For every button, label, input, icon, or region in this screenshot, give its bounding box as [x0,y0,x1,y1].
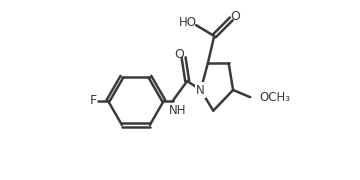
Text: OCH₃: OCH₃ [259,91,290,104]
Text: NH: NH [168,104,186,117]
Text: HO: HO [179,16,197,29]
Text: F: F [90,94,97,107]
Text: O: O [174,48,184,60]
Text: N: N [196,84,205,96]
Text: O: O [230,10,240,23]
